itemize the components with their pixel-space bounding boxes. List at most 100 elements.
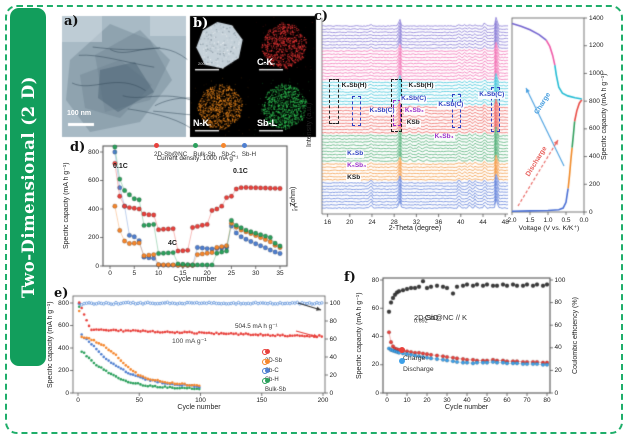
axis-tick: 400 — [58, 344, 69, 352]
panel-label-d: d) — [70, 140, 86, 155]
axis-tick: 1.5 — [525, 216, 535, 224]
voltage-x-axis-label: Voltage (V vs. K/K⁺) — [518, 225, 580, 232]
axis-tick: 800 — [58, 299, 69, 307]
tem-scalebar-label: 100 nm — [67, 110, 92, 117]
phase-label: K₃Sb — [346, 150, 365, 159]
axis-tick: 60 — [503, 396, 511, 404]
full-cell-title: 2D-Sb@NC // K 0.69 CrO 2 — [414, 313, 468, 325]
axis-tick: 30 — [252, 270, 260, 277]
legend-item: Sb-C — [262, 358, 286, 374]
axis-tick: 600 — [589, 125, 600, 133]
legend-item-label: Bulk-Sb — [193, 151, 216, 158]
map-scalebar-label: 200 nm — [262, 122, 276, 127]
phase-region-box — [329, 78, 339, 124]
phase-label: K₃Sb(C) — [478, 91, 506, 100]
legend-dot — [265, 349, 270, 354]
phase-label: KSb — [405, 118, 421, 127]
axis-tick: 0 — [329, 389, 334, 397]
axis-tick: 60 — [329, 335, 337, 343]
axis-tick: 48 — [501, 218, 509, 226]
rate-annotation-1: 0.1C — [113, 163, 128, 170]
legend-item: Sb-C — [221, 143, 236, 161]
phase-label: K₃Sb(H) — [340, 81, 368, 90]
axis-tick: 0 — [95, 262, 99, 270]
panel-label-c: c) — [314, 9, 329, 24]
legend-item-label: Discharge — [403, 366, 434, 373]
legend-dot — [399, 358, 405, 364]
legend-dot — [265, 368, 270, 373]
axis-tick: 36 — [434, 218, 443, 226]
legend-item: Sb-H — [262, 368, 286, 383]
rate-y-axis-label: Specific capacity (mA h g⁻¹) — [63, 162, 70, 250]
legend-item-label: Sb-H — [241, 151, 257, 158]
legend-dot — [153, 143, 159, 148]
axis-tick: 20 — [346, 218, 354, 226]
axis-tick: 32 — [412, 218, 420, 226]
panel-label-f: f) — [344, 270, 356, 285]
full-cell-y-axis-label: Specific capacity (mA h g⁻¹) — [356, 292, 363, 379]
axis-tick: 100 — [195, 396, 206, 404]
axis-tick: 800 — [589, 97, 600, 105]
axis-tick: 200 — [88, 234, 99, 241]
map-element-label: C-K — [257, 57, 273, 67]
phase-label: K₃Sb(C) — [400, 95, 428, 104]
rate-annotation-2: 4C — [168, 240, 177, 247]
legend-item: 2D-Sb — [262, 349, 286, 364]
legend-item-label: Bulk-Sb — [265, 386, 287, 393]
axis-tick: 1200 — [589, 42, 604, 50]
axis-tick: 20 — [554, 366, 562, 374]
phase-region-box — [390, 78, 403, 132]
axis-tick: 50 — [483, 396, 491, 404]
axis-tick: 20 — [203, 270, 211, 277]
legend-item: Bulk-Sb — [193, 143, 215, 161]
axis-tick: 20 — [371, 361, 379, 369]
cycling-note: 100 mA g⁻¹ — [172, 338, 207, 345]
axis-tick: 40 — [457, 218, 465, 226]
legend-item-label: Sb-C — [221, 151, 236, 158]
phase-label: K₃Sb(H) — [407, 81, 435, 90]
map-scalebar-label: 200 nm — [198, 122, 212, 127]
phase-label: K₃Sb(C) — [368, 107, 396, 115]
axis-tick: 0 — [554, 389, 559, 397]
axis-tick: 80 — [371, 276, 379, 284]
axis-tick: 20 — [329, 371, 337, 379]
axis-tick: 0.0 — [579, 216, 589, 224]
legend-item: Sb-H — [241, 143, 257, 161]
axis-tick: 0 — [76, 396, 80, 404]
legend-dot — [399, 347, 405, 353]
map-scalebar-label: 200 nm — [262, 61, 276, 66]
phase-region-box — [351, 96, 362, 126]
banner-label: Two-Dimensional (2 D) — [18, 76, 38, 298]
voltage-right-axis-label: Specific capacity (mA h g⁻¹) — [601, 73, 608, 161]
axis-tick: 80 — [543, 396, 551, 404]
axis-tick: 100 — [554, 276, 566, 284]
phase-label: KSb — [346, 173, 362, 182]
full-cell-right-axis-label: Coulombic efficiency (%) — [572, 297, 579, 374]
panel-label-a: a) — [64, 14, 79, 29]
legend-item: Charge — [399, 347, 434, 362]
axis-tick: 1.0 — [543, 216, 553, 224]
legend-item: Discharge — [399, 358, 434, 373]
axis-tick: 0 — [65, 389, 69, 397]
legend-item-label: Sb-H — [265, 377, 279, 383]
legend-item-label: 2D-Sb@NC — [153, 151, 188, 158]
axis-tick: 600 — [88, 177, 99, 184]
axis-tick: 20 — [423, 396, 431, 404]
cycling-capacity-annotation: 504.5 mA h g⁻¹ — [235, 323, 278, 330]
axis-tick: 0 — [375, 389, 379, 397]
charge-annotation: Charge — [533, 91, 553, 116]
axis-tick: 150 — [256, 396, 268, 404]
xrd-y-axis-label: Intensity (a.u.) — [306, 102, 313, 148]
axis-tick: 0 — [589, 208, 593, 216]
axis-tick: 60 — [371, 304, 379, 312]
axis-tick: 1400 — [589, 14, 604, 22]
axis-tick: 40 — [463, 396, 471, 404]
axis-tick: 40 — [371, 333, 379, 340]
axis-tick: 600 — [58, 322, 69, 329]
axis-tick: 10 — [154, 270, 163, 277]
legend-item-label: Charge — [403, 355, 426, 362]
axis-tick: 35 — [276, 270, 284, 277]
legend-item: Bulk-Sb — [262, 377, 286, 393]
